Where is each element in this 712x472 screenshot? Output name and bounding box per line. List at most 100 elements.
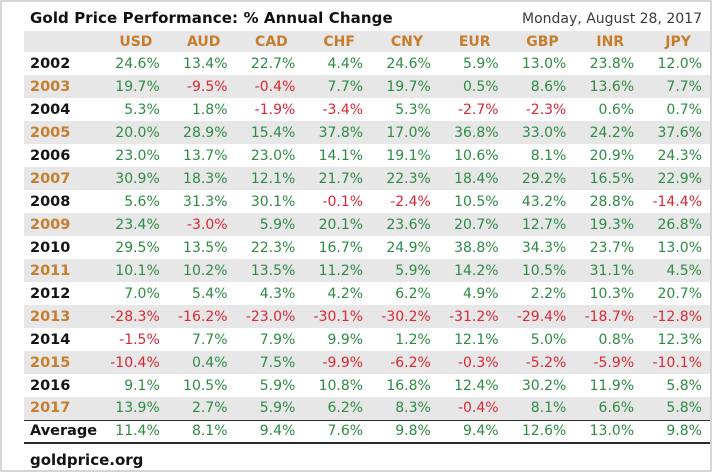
value-cell: 2.2% bbox=[530, 285, 567, 302]
value-cell: 23.8% bbox=[589, 55, 635, 72]
row-label: 2007 bbox=[30, 170, 71, 187]
value-cell: -29.4% bbox=[516, 308, 567, 325]
value-cell: -28.3% bbox=[110, 308, 160, 325]
value-cell: -1.5% bbox=[119, 331, 160, 348]
value-cell: -23.0% bbox=[245, 308, 296, 325]
value-cell: 22.3% bbox=[250, 239, 296, 256]
value-cell: 5.8% bbox=[666, 400, 702, 417]
value-cell: 23.0% bbox=[115, 147, 160, 164]
value-cell: -10.1% bbox=[652, 354, 702, 371]
table-row: 2003 19.7% -9.5% -0.4% 7.7% 19.7% 0.5% 8.6% 13.6… bbox=[24, 75, 710, 98]
value-cell: 23.7% bbox=[589, 239, 635, 256]
value-cell: 24.6% bbox=[115, 55, 160, 72]
row-label: 2004 bbox=[30, 101, 71, 118]
value-cell: 24.6% bbox=[386, 55, 431, 72]
value-cell: -3.4% bbox=[322, 101, 364, 118]
row-label: 2015 bbox=[30, 354, 71, 371]
column-header-usd: USD bbox=[102, 31, 170, 52]
value-cell: 4.9% bbox=[463, 285, 499, 302]
value-cell: 14.2% bbox=[454, 262, 499, 279]
value-cell: 0.6% bbox=[598, 101, 635, 118]
row-label: 2005 bbox=[30, 124, 71, 141]
value-cell: 10.3% bbox=[589, 285, 635, 302]
site-link[interactable]: goldprice.org bbox=[30, 451, 144, 469]
value-cell: 1.2% bbox=[395, 331, 431, 348]
value-cell: 8.1% bbox=[530, 147, 567, 164]
row-label: 2003 bbox=[30, 78, 71, 95]
table-row: 2016 9.1% 10.5% 5.9% 10.8% 16.8% 12.4% 30.2% 11.… bbox=[24, 374, 710, 397]
value-cell: -0.4% bbox=[254, 78, 296, 95]
value-cell: 23.0% bbox=[250, 147, 296, 164]
value-cell: 19.7% bbox=[386, 78, 431, 95]
value-cell: 13.0% bbox=[521, 55, 567, 72]
value-cell: 31.3% bbox=[183, 193, 228, 210]
column-header-inr: INR bbox=[576, 31, 645, 52]
value-cell: 13.9% bbox=[115, 400, 160, 417]
column-header-cny: CNY bbox=[373, 31, 441, 52]
value-cell: 29.5% bbox=[115, 239, 160, 256]
value-cell: 26.8% bbox=[657, 216, 702, 233]
value-cell: 20.0% bbox=[115, 124, 160, 141]
value-cell: -0.3% bbox=[457, 354, 499, 371]
table-row: 2004 5.3% 1.8% -1.9% -3.4% 5.3% -2.7% -2.3% 0.6%… bbox=[24, 98, 710, 121]
title-bar: Gold Price Performance: % Annual Change … bbox=[2, 2, 710, 31]
value-cell: 5.3% bbox=[395, 101, 431, 118]
value-cell: 10.8% bbox=[318, 377, 364, 394]
row-label: 2017 bbox=[30, 400, 71, 417]
value-cell: 11.4% bbox=[115, 423, 160, 440]
value-cell: -0.1% bbox=[322, 193, 364, 210]
value-cell: 30.9% bbox=[115, 170, 160, 187]
table-row: 2017 13.9% 2.7% 5.9% 6.2% 8.3% -0.4% 8.1% 6.6% 5.… bbox=[24, 397, 710, 420]
value-cell: 38.8% bbox=[454, 239, 499, 256]
value-cell: -2.3% bbox=[525, 101, 567, 118]
value-cell: 9.8% bbox=[395, 423, 431, 440]
value-cell: 43.2% bbox=[521, 193, 567, 210]
value-cell: 4.5% bbox=[666, 262, 702, 279]
value-cell: 13.5% bbox=[183, 239, 228, 256]
value-cell: 21.7% bbox=[318, 170, 364, 187]
value-cell: 20.7% bbox=[454, 216, 499, 233]
value-cell: 36.8% bbox=[454, 124, 499, 141]
value-cell: 9.8% bbox=[666, 423, 702, 440]
value-cell: -2.4% bbox=[390, 193, 431, 210]
value-cell: 7.7% bbox=[327, 78, 364, 95]
value-cell: 9.4% bbox=[259, 423, 296, 440]
value-cell: 4.2% bbox=[327, 285, 364, 302]
value-cell: 5.9% bbox=[259, 377, 296, 394]
value-cell: 13.0% bbox=[657, 239, 702, 256]
value-cell: 20.9% bbox=[589, 147, 635, 164]
value-cell: 6.2% bbox=[395, 285, 431, 302]
value-cell: -10.4% bbox=[110, 354, 160, 371]
date-label: Monday, August 28, 2017 bbox=[522, 11, 702, 27]
value-cell: 16.5% bbox=[589, 170, 635, 187]
value-cell: 5.3% bbox=[124, 101, 160, 118]
header-row: USD AUD CAD CHF CNY EUR GBP INR JPY bbox=[24, 31, 710, 52]
value-cell: 12.6% bbox=[521, 423, 567, 440]
column-header-chf: CHF bbox=[305, 31, 374, 52]
value-cell: 13.5% bbox=[250, 262, 296, 279]
column-header-aud: AUD bbox=[169, 31, 238, 52]
value-cell: 10.2% bbox=[183, 262, 228, 279]
value-cell: -9.5% bbox=[186, 78, 228, 95]
value-cell: 23.4% bbox=[115, 216, 160, 233]
table-row: 2010 29.5% 13.5% 22.3% 16.7% 24.9% 38.8% 34.3% 2… bbox=[24, 236, 710, 259]
table-row: 2006 23.0% 13.7% 23.0% 14.1% 19.1% 10.6% 8.1% 20… bbox=[24, 144, 710, 167]
value-cell: -16.2% bbox=[178, 308, 228, 325]
row-label: 2002 bbox=[30, 55, 71, 72]
value-cell: 6.6% bbox=[598, 400, 635, 417]
value-cell: 13.4% bbox=[183, 55, 228, 72]
value-cell: 13.0% bbox=[589, 423, 635, 440]
value-cell: -31.2% bbox=[449, 308, 499, 325]
value-cell: 28.8% bbox=[589, 193, 635, 210]
column-header-cad: CAD bbox=[237, 31, 306, 52]
row-label: 2006 bbox=[30, 147, 71, 164]
value-cell: 11.9% bbox=[589, 377, 635, 394]
value-cell: 20.7% bbox=[657, 285, 702, 302]
table-row: 2002 24.6% 13.4% 22.7% 4.4% 24.6% 5.9% 13.0% 23.… bbox=[24, 52, 710, 75]
value-cell: 12.1% bbox=[250, 170, 296, 187]
row-label: Average bbox=[30, 423, 98, 440]
value-cell: 12.4% bbox=[454, 377, 499, 394]
value-cell: 2.7% bbox=[191, 400, 228, 417]
value-cell: 7.0% bbox=[124, 285, 160, 302]
column-header-eur: EUR bbox=[440, 31, 509, 52]
